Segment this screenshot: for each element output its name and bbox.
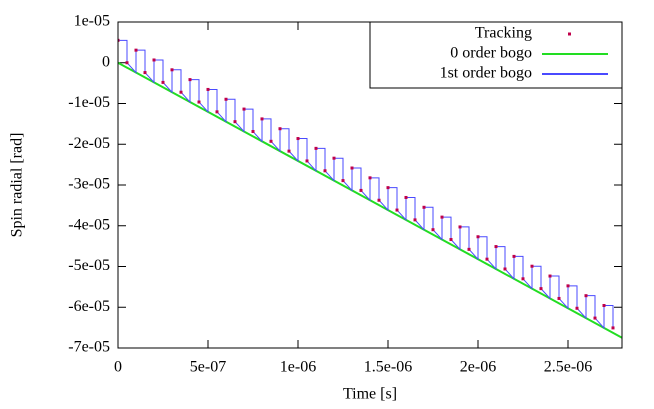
data-point: [350, 166, 354, 170]
legend-label: 1st order bogo: [440, 65, 532, 82]
y-axis-label: Spin radial [rad]: [9, 133, 26, 238]
data-point: [368, 176, 372, 180]
data-point: [188, 78, 192, 82]
data-point: [494, 245, 498, 249]
data-point: [215, 110, 219, 114]
data-point: [449, 238, 453, 242]
x-axis-label: Time [s]: [343, 386, 397, 403]
data-point: [206, 87, 210, 91]
y-tick-label: -4e-05: [68, 216, 110, 233]
data-point: [503, 267, 507, 271]
data-point: [602, 303, 606, 307]
y-tick-label: -2e-05: [68, 135, 110, 152]
y-tick-label: -7e-05: [68, 339, 110, 356]
data-point: [395, 208, 399, 212]
data-point: [458, 225, 462, 229]
data-point: [611, 326, 615, 330]
data-point: [125, 61, 129, 65]
data-point: [440, 215, 444, 219]
data-point: [404, 195, 408, 199]
data-point: [251, 129, 255, 133]
data-point: [170, 68, 174, 72]
data-point: [233, 120, 237, 124]
data-point: [377, 198, 381, 202]
data-point: [575, 306, 579, 310]
x-tick-label: 2.5e-06: [544, 359, 592, 376]
x-tick-label: 1e-06: [280, 359, 316, 376]
data-point: [539, 287, 543, 291]
data-point: [485, 257, 489, 261]
x-tick-label: 1.5e-06: [364, 359, 412, 376]
data-point: [593, 316, 597, 320]
data-point: [197, 100, 201, 104]
data-point: [134, 48, 138, 52]
y-tick-label: -6e-05: [68, 298, 110, 315]
legend-swatch: [568, 32, 571, 36]
data-point: [296, 137, 300, 141]
x-tick-label: 2e-06: [460, 359, 496, 376]
data-point: [431, 228, 435, 232]
y-tick-label: -3e-05: [68, 176, 110, 193]
data-point: [584, 294, 588, 298]
data-point: [512, 254, 516, 258]
data-point: [467, 247, 471, 251]
legend-label: 0 order bogo: [450, 45, 532, 62]
legend-label: Tracking: [475, 25, 532, 42]
data-point: [359, 188, 363, 192]
y-tick-label: 1e-05: [74, 13, 110, 30]
series-line: [118, 39, 614, 330]
data-point: [548, 274, 552, 278]
data-point: [278, 127, 282, 131]
data-point: [521, 277, 525, 281]
y-tick-label: 0: [102, 53, 110, 70]
data-point: [566, 284, 570, 288]
data-point: [287, 149, 291, 153]
data-point: [152, 58, 156, 62]
data-point: [413, 218, 417, 222]
data-point: [530, 264, 534, 268]
data-point: [118, 38, 120, 42]
data-point: [332, 156, 336, 160]
x-tick-label: 0: [114, 359, 122, 376]
data-point: [323, 169, 327, 173]
data-point: [557, 296, 561, 300]
data-point: [341, 179, 345, 183]
data-point: [179, 90, 183, 94]
data-point: [305, 159, 309, 163]
data-point: [386, 186, 390, 190]
data-point: [476, 235, 480, 239]
data-point: [161, 80, 165, 84]
y-tick-label: -5e-05: [68, 257, 110, 274]
data-point: [314, 146, 318, 150]
data-point: [260, 117, 264, 121]
data-point: [269, 139, 273, 143]
y-tick-label: -1e-05: [68, 94, 110, 111]
data-point: [143, 71, 147, 75]
data-point: [224, 97, 228, 101]
x-tick-label: 5e-07: [190, 359, 226, 376]
data-point: [422, 205, 426, 209]
data-point: [242, 107, 246, 111]
